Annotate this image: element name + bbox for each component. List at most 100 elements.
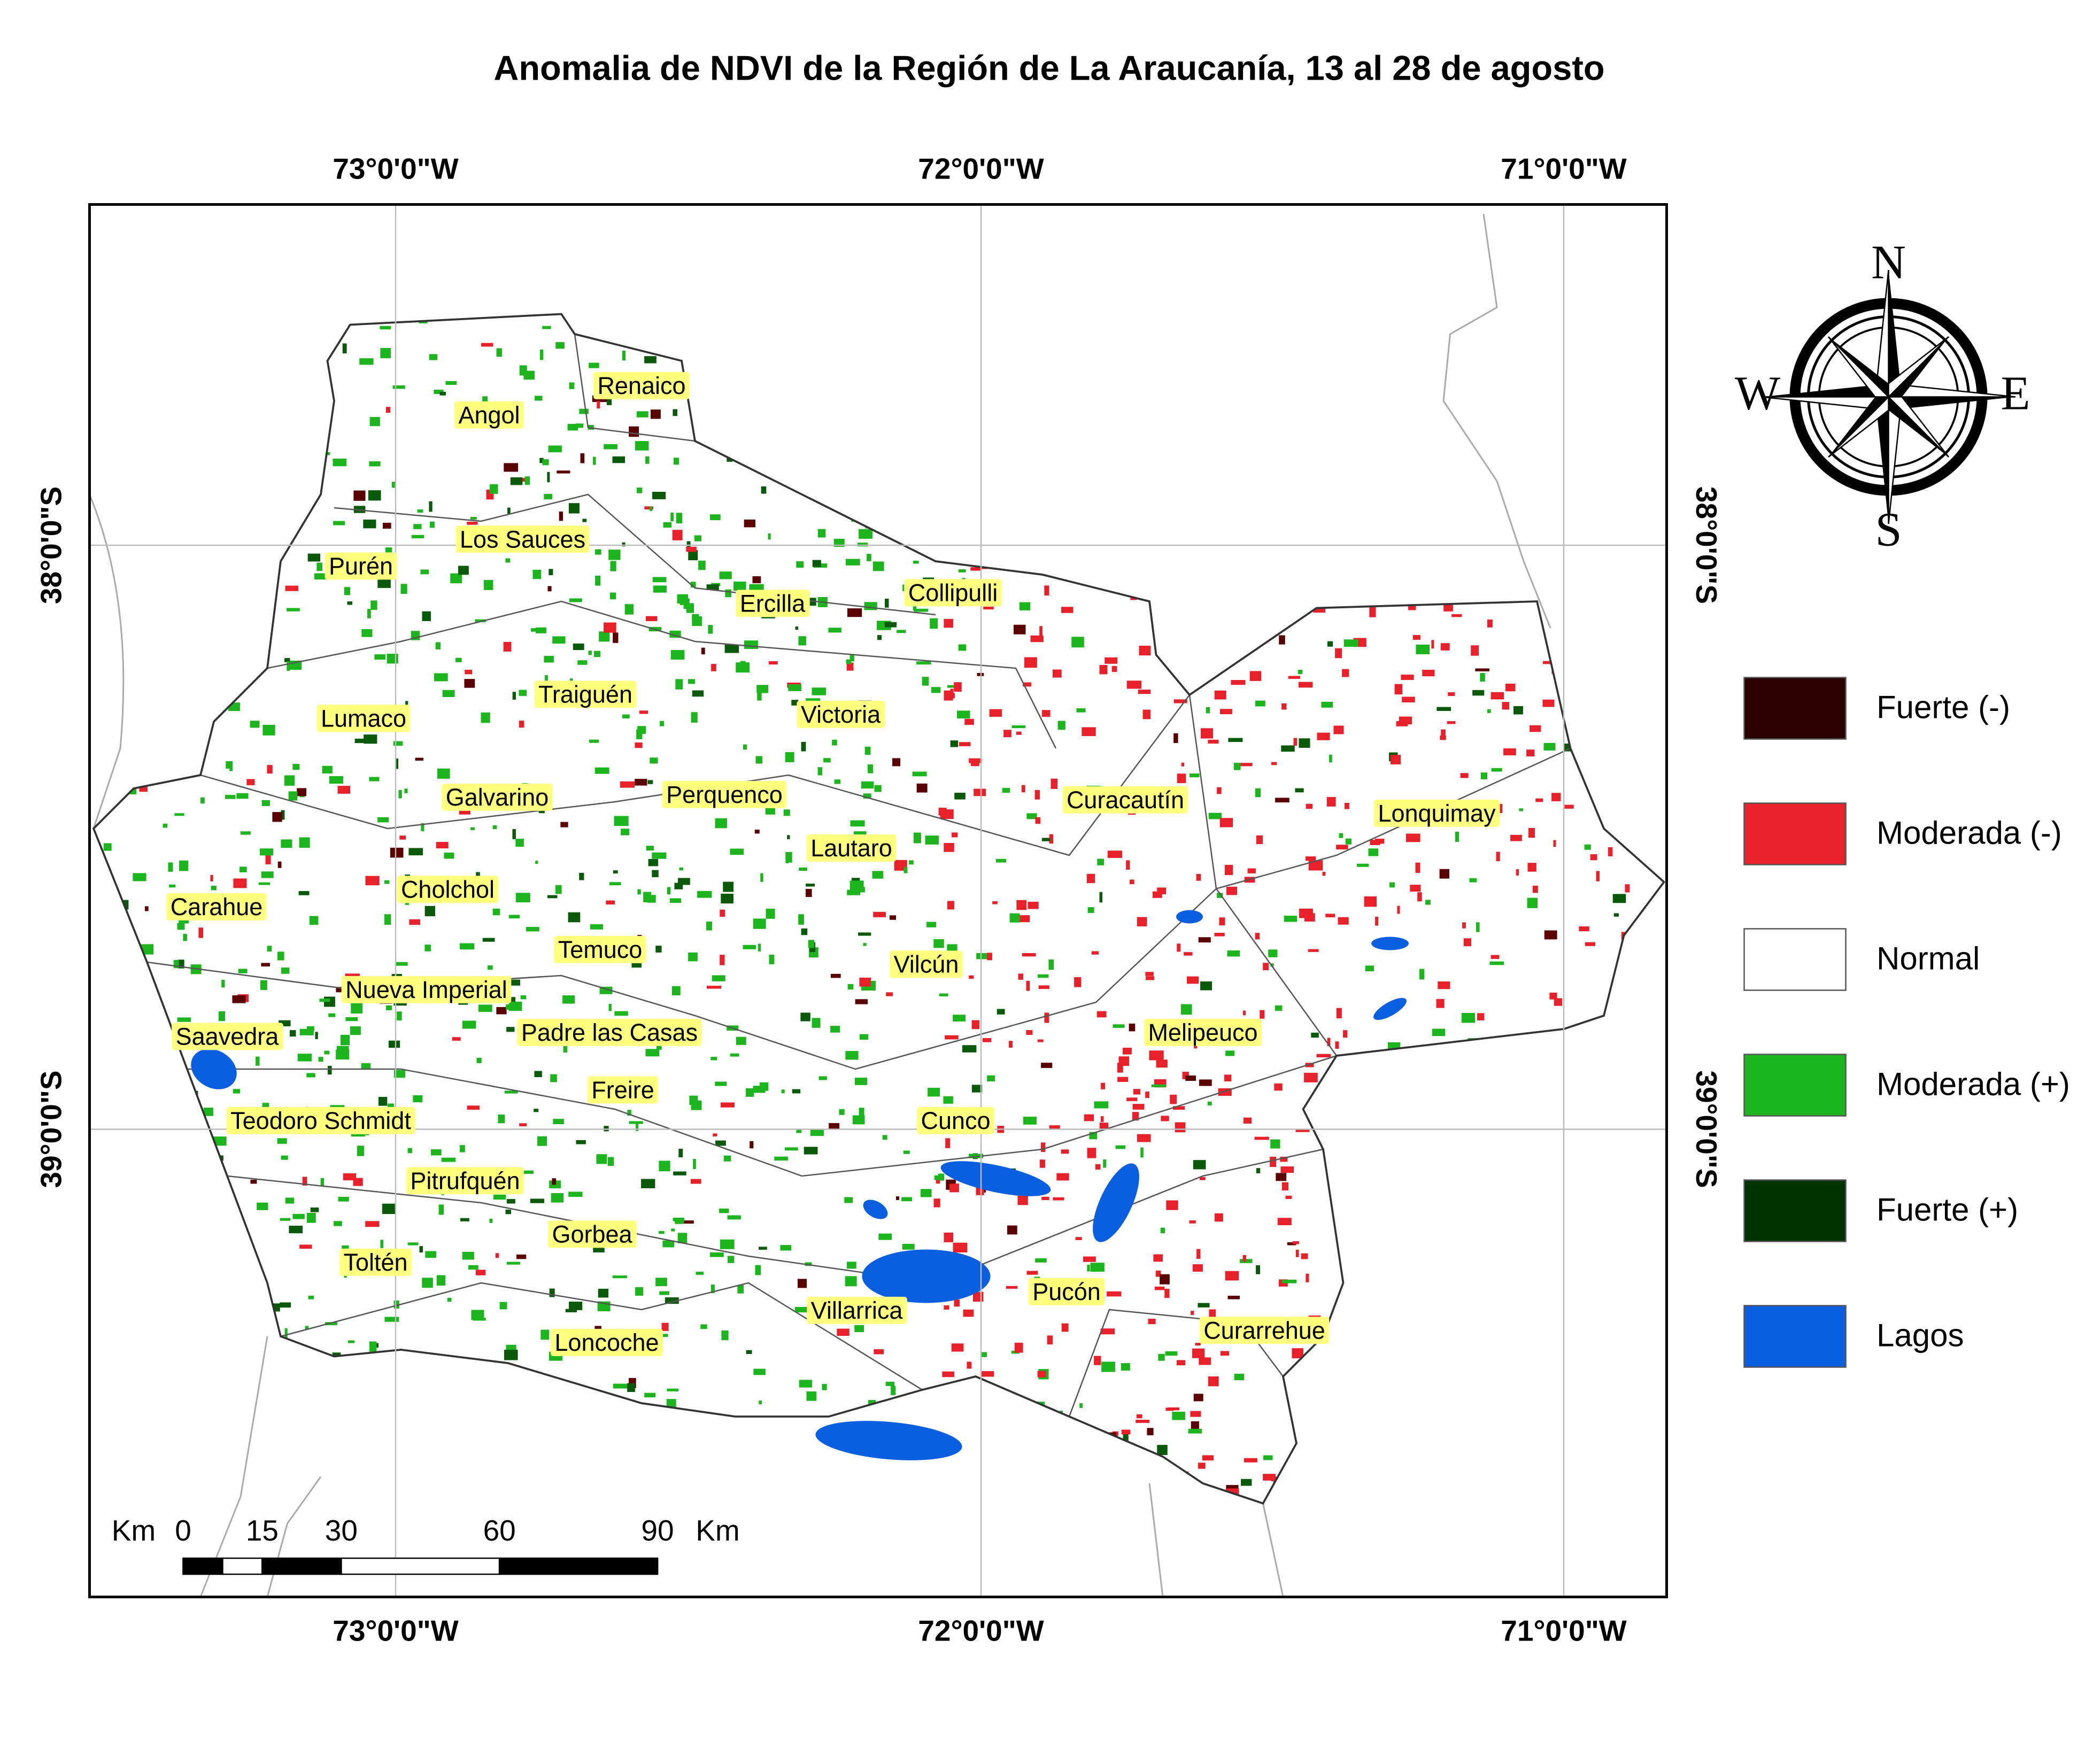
ndvi-patch <box>608 550 621 560</box>
ndvi-patch <box>107 702 120 711</box>
ndvi-patch <box>144 906 149 911</box>
ndvi-patch <box>1504 1433 1515 1441</box>
ndvi-patch <box>101 654 110 661</box>
ndvi-patch <box>1413 353 1428 361</box>
ndvi-patch <box>254 1494 265 1504</box>
ndvi-patch <box>1469 878 1477 883</box>
ndvi-patch <box>504 1350 518 1360</box>
ndvi-patch <box>167 1118 174 1124</box>
ndvi-patch <box>621 829 630 835</box>
ndvi-patch <box>1299 1397 1302 1407</box>
ndvi-patch <box>1440 439 1448 450</box>
ndvi-patch <box>652 852 667 859</box>
ndvi-patch <box>1243 1117 1252 1124</box>
commune-label: Traiguén <box>538 680 632 708</box>
ndvi-patch <box>544 494 553 500</box>
commune-border <box>267 600 1057 749</box>
ndvi-patch <box>233 878 247 888</box>
ndvi-patch <box>1106 1291 1122 1297</box>
ndvi-patch <box>268 533 279 537</box>
ndvi-patch <box>1614 593 1624 597</box>
ndvi-patch <box>599 631 610 642</box>
lake <box>1371 937 1409 950</box>
ndvi-patch <box>391 482 396 488</box>
ndvi-patch <box>635 441 649 451</box>
label-bg <box>593 372 690 399</box>
ndvi-patch <box>1348 1171 1352 1174</box>
ndvi-patch <box>166 529 180 538</box>
ndvi-patch <box>628 1459 636 1467</box>
ndvi-patch <box>498 1115 505 1124</box>
ndvi-patch <box>1513 389 1520 395</box>
ndvi-patch <box>125 1380 130 1386</box>
ndvi-patch <box>1401 675 1414 680</box>
ndvi-patch <box>1275 798 1289 803</box>
ndvi-patch <box>1343 1030 1348 1038</box>
ndvi-patch <box>1646 767 1656 774</box>
ndvi-patch <box>492 825 497 830</box>
ndvi-patch <box>1007 1225 1017 1235</box>
ndvi-patch <box>670 512 674 522</box>
ndvi-patch <box>413 524 422 529</box>
ndvi-patch <box>1355 418 1364 429</box>
ndvi-patch <box>928 1087 940 1097</box>
ndvi-patch <box>847 984 854 990</box>
ndvi-patch <box>835 468 848 478</box>
ndvi-patch <box>965 360 970 367</box>
ndvi-patch <box>1308 949 1319 952</box>
ndvi-patch <box>1626 1088 1638 1099</box>
ndvi-patch <box>1279 635 1285 645</box>
ndvi-patch <box>1565 1350 1570 1359</box>
ndvi-patch <box>1610 741 1624 752</box>
ndvi-patch <box>944 843 954 852</box>
ndvi-patch <box>1162 414 1174 423</box>
ndvi-patch <box>688 952 698 962</box>
ndvi-patch <box>1153 1254 1163 1262</box>
ndvi-patch <box>284 775 295 786</box>
ndvi-patch <box>1657 1077 1664 1085</box>
ndvi-patch <box>369 777 380 782</box>
ndvi-patch <box>522 478 526 482</box>
ndvi-patch <box>713 1133 717 1136</box>
commune-label: Pitrufquén <box>410 1167 520 1194</box>
ndvi-patch <box>897 421 901 425</box>
ndvi-patch <box>1621 706 1635 710</box>
ndvi-patch <box>686 541 691 547</box>
ndvi-patch <box>377 817 389 823</box>
ndvi-patch <box>1552 1247 1556 1257</box>
ndvi-patch <box>1431 1051 1434 1059</box>
ndvi-patch <box>506 1199 515 1204</box>
ndvi-patch <box>853 831 867 838</box>
ndvi-patch <box>1448 692 1455 697</box>
commune-label: Renaico <box>597 372 685 399</box>
ndvi-patch <box>1298 1481 1309 1491</box>
ndvi-patch <box>1594 763 1605 767</box>
ndvi-patch <box>209 468 221 474</box>
ndvi-patch <box>1224 864 1233 875</box>
ndvi-patch <box>1172 378 1183 382</box>
ndvi-patch <box>733 581 746 591</box>
ndvi-patch <box>472 1453 476 1460</box>
ndvi-patch <box>338 1196 349 1202</box>
ndvi-patch <box>203 1108 213 1116</box>
ndvi-patch <box>407 1242 419 1245</box>
ndvi-patch <box>277 861 282 868</box>
ndvi-patch <box>316 562 322 571</box>
commune-label: Freire <box>591 1076 654 1103</box>
ndvi-patch <box>1208 813 1222 819</box>
ndvi-patch <box>364 734 377 744</box>
scale-tick-label: 0 <box>175 1514 191 1547</box>
ndvi-patch <box>470 827 475 830</box>
ndvi-patch <box>981 1352 987 1357</box>
ndvi-patch <box>1013 624 1026 635</box>
ndvi-patch <box>858 932 871 936</box>
ndvi-patch <box>1411 538 1417 548</box>
ndvi-patch <box>1604 730 1615 740</box>
ndvi-patch <box>808 940 815 948</box>
ndvi-patch <box>1099 1123 1109 1129</box>
ndvi-patch <box>675 1218 684 1224</box>
ndvi-patch <box>1043 504 1054 508</box>
ndvi-patch <box>1343 639 1358 647</box>
ndvi-patch <box>619 317 624 328</box>
ndvi-patch <box>130 394 144 401</box>
